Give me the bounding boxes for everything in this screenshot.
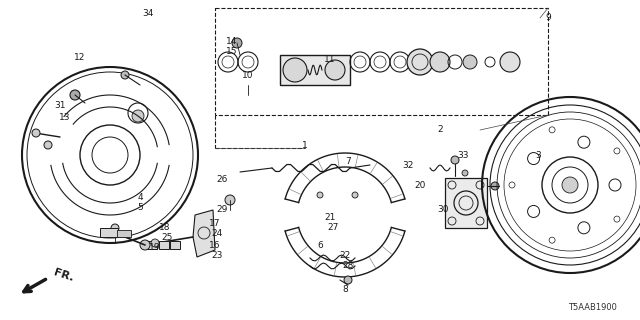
Circle shape bbox=[407, 49, 433, 75]
Text: 3: 3 bbox=[535, 150, 541, 159]
Text: 20: 20 bbox=[414, 180, 426, 189]
Bar bbox=[100, 228, 118, 237]
Text: 31: 31 bbox=[54, 100, 66, 109]
Bar bbox=[147, 241, 157, 249]
Text: 33: 33 bbox=[457, 150, 468, 159]
Text: 26: 26 bbox=[216, 175, 228, 185]
Text: 13: 13 bbox=[60, 114, 71, 123]
Text: 17: 17 bbox=[209, 219, 221, 228]
Text: 2: 2 bbox=[437, 125, 443, 134]
Circle shape bbox=[451, 156, 459, 164]
Text: 8: 8 bbox=[342, 285, 348, 294]
Text: 25: 25 bbox=[161, 234, 173, 243]
Text: 19: 19 bbox=[149, 244, 161, 252]
Text: 22: 22 bbox=[339, 251, 351, 260]
Circle shape bbox=[500, 52, 520, 72]
Text: 23: 23 bbox=[211, 251, 223, 260]
Text: 9: 9 bbox=[545, 13, 551, 22]
Text: 34: 34 bbox=[142, 9, 154, 18]
Circle shape bbox=[352, 192, 358, 198]
Bar bbox=[159, 241, 169, 249]
Polygon shape bbox=[193, 210, 215, 257]
Text: 6: 6 bbox=[317, 241, 323, 250]
Text: 32: 32 bbox=[403, 161, 413, 170]
Circle shape bbox=[491, 182, 499, 190]
Circle shape bbox=[151, 239, 159, 247]
Circle shape bbox=[32, 129, 40, 137]
Text: FR.: FR. bbox=[52, 267, 75, 283]
Circle shape bbox=[283, 58, 307, 82]
Text: 12: 12 bbox=[74, 53, 86, 62]
Text: 7: 7 bbox=[345, 157, 351, 166]
Circle shape bbox=[132, 110, 144, 122]
Circle shape bbox=[562, 177, 578, 193]
Text: 5: 5 bbox=[137, 204, 143, 212]
Circle shape bbox=[225, 195, 235, 205]
Circle shape bbox=[317, 192, 323, 198]
Text: 21: 21 bbox=[324, 213, 336, 222]
Circle shape bbox=[462, 170, 468, 176]
Text: 4: 4 bbox=[137, 194, 143, 203]
Circle shape bbox=[121, 71, 129, 79]
Circle shape bbox=[344, 276, 352, 284]
Polygon shape bbox=[445, 178, 487, 228]
Circle shape bbox=[140, 240, 150, 250]
Circle shape bbox=[430, 52, 450, 72]
Text: 18: 18 bbox=[159, 223, 171, 233]
Text: T5AAB1900: T5AAB1900 bbox=[568, 303, 616, 312]
Circle shape bbox=[232, 38, 242, 48]
Text: 11: 11 bbox=[324, 55, 336, 65]
Text: 30: 30 bbox=[437, 205, 449, 214]
Text: 27: 27 bbox=[327, 223, 339, 233]
Text: 28: 28 bbox=[342, 260, 354, 269]
Text: 10: 10 bbox=[243, 70, 253, 79]
Text: 15: 15 bbox=[227, 47, 237, 57]
Circle shape bbox=[463, 55, 477, 69]
Bar bbox=[170, 241, 180, 249]
Text: 24: 24 bbox=[211, 228, 223, 237]
Text: 16: 16 bbox=[209, 241, 221, 250]
Circle shape bbox=[44, 141, 52, 149]
Circle shape bbox=[325, 60, 345, 80]
Bar bbox=[280, 55, 350, 85]
Bar bbox=[117, 230, 131, 237]
Circle shape bbox=[111, 224, 119, 232]
Text: 14: 14 bbox=[227, 37, 237, 46]
Text: 1: 1 bbox=[302, 140, 308, 149]
Bar bbox=[215, 8, 548, 115]
Text: 29: 29 bbox=[216, 205, 228, 214]
Circle shape bbox=[70, 90, 80, 100]
